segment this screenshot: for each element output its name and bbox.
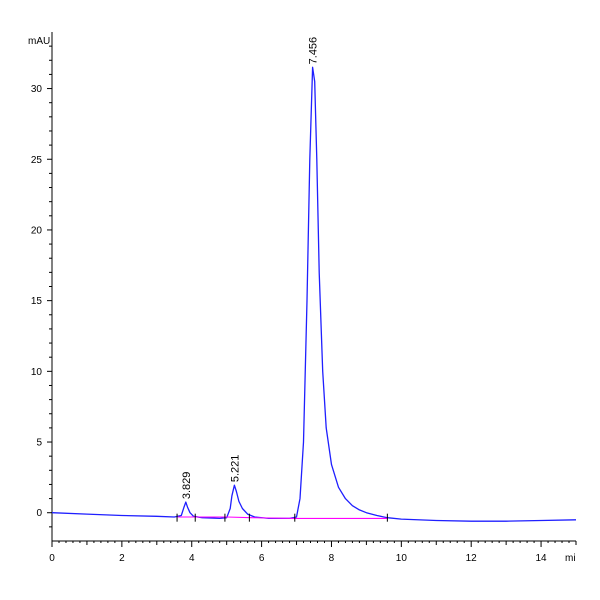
- x-tick-label: 6: [259, 553, 265, 564]
- x-tick-label: 14: [536, 553, 548, 564]
- x-tick-label: 10: [396, 553, 408, 564]
- y-tick-label: 15: [31, 296, 43, 307]
- y-tick-label: 10: [31, 367, 43, 378]
- x-tick-label: 8: [329, 553, 335, 564]
- y-ticks: 0 5 10 15 20 25 30: [31, 45, 52, 528]
- peak-label: 5.221: [229, 455, 241, 483]
- peak-label: 3.829: [181, 472, 193, 500]
- x-tick-label: 0: [49, 553, 55, 564]
- axes: [51, 32, 576, 542]
- peak-label: 7.456: [307, 37, 319, 65]
- y-tick-label: 5: [36, 438, 42, 449]
- x-tick-label: 4: [189, 553, 195, 564]
- peak-annotations: 3.829 5.221 7.456: [181, 37, 320, 499]
- series-layer: [51, 66, 577, 522]
- y-tick-label: 20: [31, 225, 43, 236]
- y-tick-label: 25: [31, 155, 43, 166]
- y-tick-label: 30: [31, 84, 43, 95]
- x-tick-label: 12: [466, 553, 478, 564]
- x-axis-label: mi: [565, 553, 576, 564]
- x-tick-label: 2: [119, 553, 125, 564]
- signal-trace: [51, 66, 577, 522]
- x-ticks: 0 2 4 6 8 10 12 14: [49, 541, 577, 564]
- y-axis-label: mAU: [28, 36, 50, 47]
- integration-markers: [176, 513, 388, 522]
- y-tick-label: 0: [36, 508, 42, 519]
